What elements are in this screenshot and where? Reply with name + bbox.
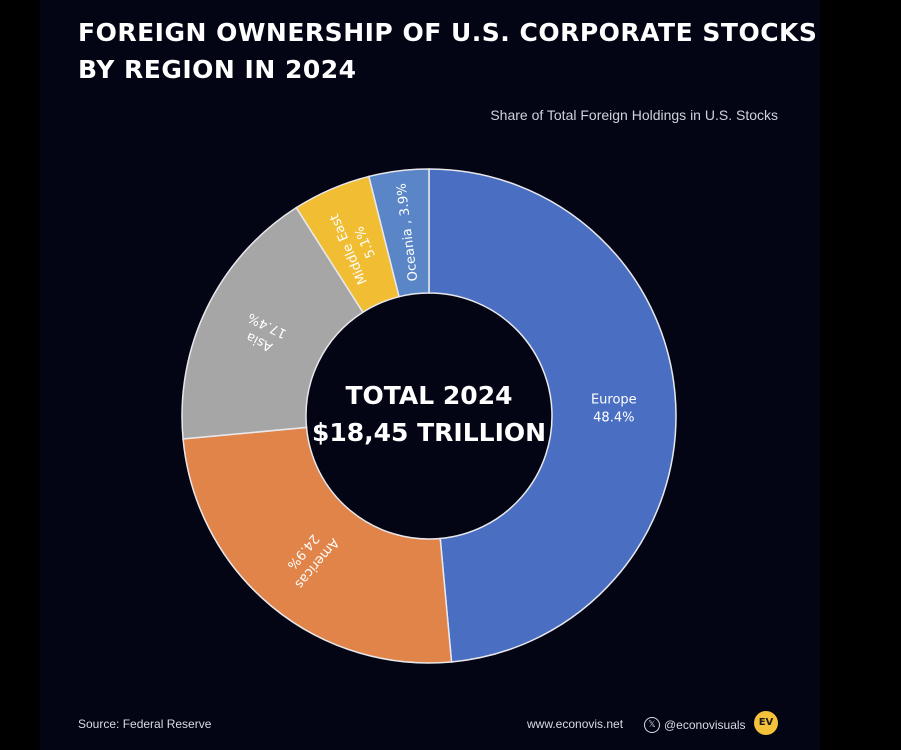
slice-value-label: 48.4% (593, 411, 634, 426)
center-total-label: TOTAL 2024 (346, 381, 513, 410)
chart-subtitle: Share of Total Foreign Holdings in U.S. … (490, 107, 778, 123)
slice-name-label: Europe (591, 393, 637, 408)
donut-slices (181, 168, 677, 664)
source-note: Source: Federal Reserve (78, 717, 212, 731)
chart-card: FOREIGN OWNERSHIP OF U.S. CORPORATE STOC… (40, 0, 820, 750)
slice-europe (428, 168, 677, 663)
chart-title-line-2: BY REGION IN 2024 (78, 55, 357, 84)
social-handle-text: @econovisuals (664, 718, 746, 732)
social-handle[interactable]: 𝕏 @econovisuals (644, 717, 746, 733)
slice-americas (182, 426, 453, 664)
x-icon: 𝕏 (644, 717, 660, 733)
website-link[interactable]: www.econovis.net (527, 717, 624, 731)
chart-title: FOREIGN OWNERSHIP OF U.S. CORPORATE STOC… (78, 14, 817, 88)
slice-oceania (367, 168, 430, 298)
econovis-logo: EV (754, 711, 778, 735)
chart-title-line-1: FOREIGN OWNERSHIP OF U.S. CORPORATE STOC… (78, 18, 818, 47)
donut-chart: Europe48.4%Americas24.9%Asia17.4%Middle … (181, 168, 677, 664)
center-total-value: $18,45 TRILLION (312, 418, 546, 447)
slice-asia (181, 206, 364, 440)
slice-label-europe: Europe 48.4% (591, 393, 637, 426)
